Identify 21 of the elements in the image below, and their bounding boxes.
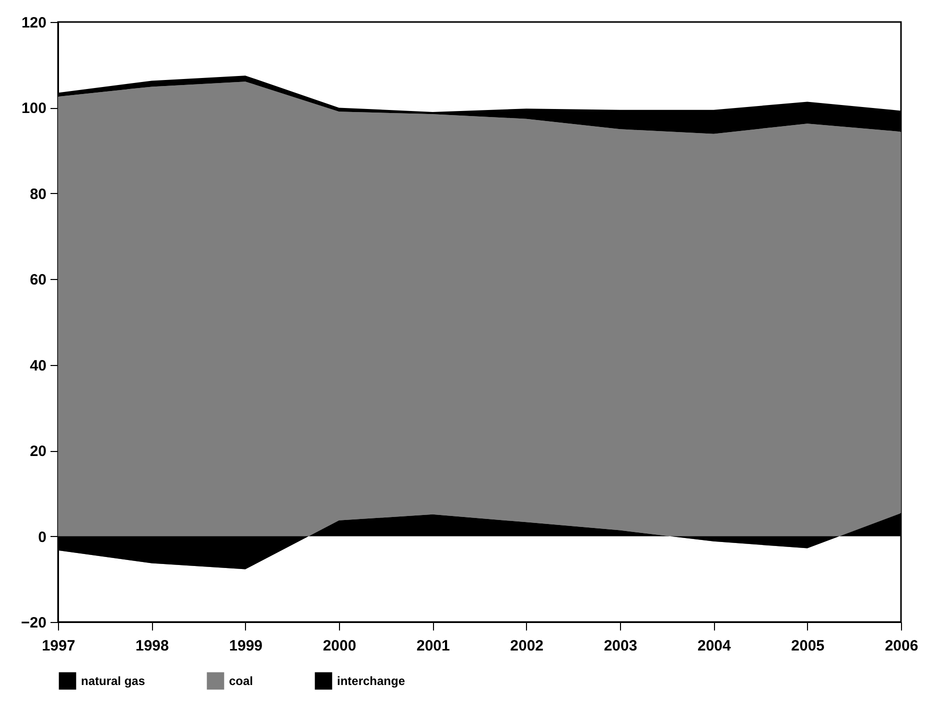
y-tick-label: 100 [21, 100, 46, 118]
x-tick-label: 1997 [42, 638, 76, 654]
y-tick-label: 60 [30, 272, 46, 289]
x-tick-label: 2006 [884, 638, 918, 654]
x-tick-label: 2001 [416, 638, 450, 654]
x-tick-label: 1998 [135, 638, 169, 654]
y-tick-label: 120 [21, 14, 46, 32]
x-tick-label: 2004 [697, 638, 732, 654]
x-tick-label: 2000 [322, 638, 356, 654]
y-tick-label: 40 [30, 357, 46, 374]
y-tick-label: 20 [30, 443, 46, 460]
legend-label: interchange [337, 674, 406, 688]
legend-label: coal [229, 674, 254, 688]
y-tick-label: 0 [38, 528, 46, 546]
x-tick-label: 1999 [229, 638, 263, 654]
y-tick-label: −20 [21, 614, 46, 632]
x-tick-label: 2003 [604, 638, 638, 654]
legend-label: natural gas [81, 674, 146, 688]
y-tick-label: 80 [30, 186, 46, 203]
x-tick-label: 2005 [791, 638, 825, 654]
x-tick-label: 2002 [510, 638, 544, 654]
